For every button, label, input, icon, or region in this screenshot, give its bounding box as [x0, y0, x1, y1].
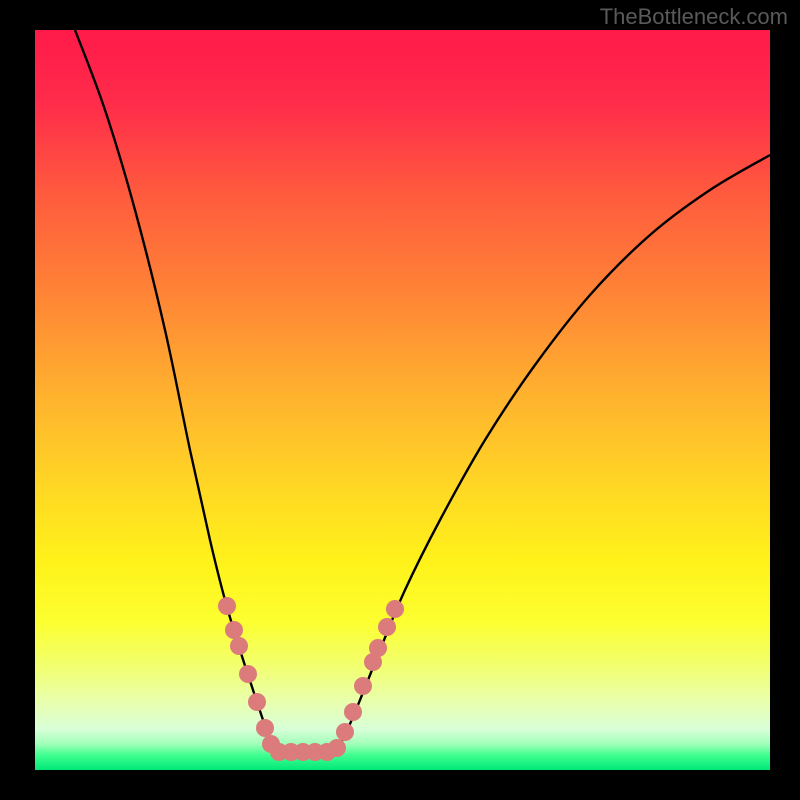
data-marker [230, 637, 248, 655]
data-marker [218, 597, 236, 615]
data-marker [248, 693, 266, 711]
data-marker [328, 739, 346, 757]
data-marker [256, 719, 274, 737]
data-marker [336, 723, 354, 741]
v-curve [35, 30, 770, 770]
marker-group [218, 597, 404, 761]
data-marker [378, 618, 396, 636]
data-marker [225, 621, 243, 639]
data-marker [239, 665, 257, 683]
data-marker [369, 639, 387, 657]
plot-area [35, 30, 770, 770]
data-marker [344, 703, 362, 721]
curve-right-branch [335, 155, 770, 752]
data-marker [386, 600, 404, 618]
watermark-text: TheBottleneck.com [600, 4, 788, 30]
data-marker [354, 677, 372, 695]
